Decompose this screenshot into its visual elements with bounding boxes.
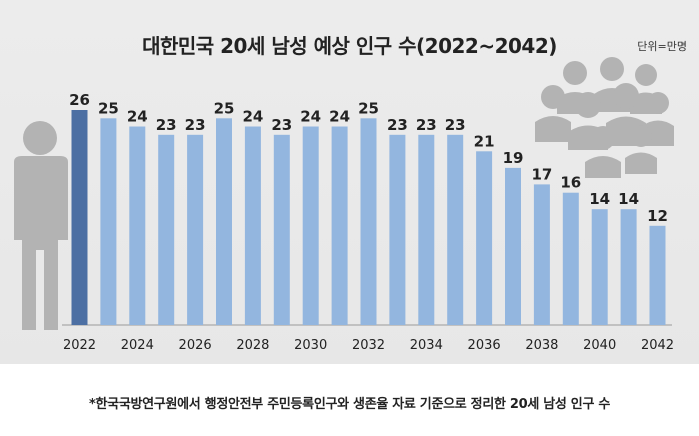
value-label-2038: 17 xyxy=(531,165,552,183)
footnote: *한국국방연구원에서 행정안전부 주민등록인구와 생존율 자료 기준으로 정리한… xyxy=(89,397,610,412)
value-label-2028: 24 xyxy=(242,108,263,126)
bar-2023 xyxy=(100,118,117,325)
bar-2041 xyxy=(620,209,637,325)
figures-layer xyxy=(14,57,674,330)
value-label-2042: 12 xyxy=(647,207,668,225)
x-tick-2022: 2022 xyxy=(63,338,96,353)
single-person-icon xyxy=(14,121,68,330)
bar-2035 xyxy=(447,134,464,325)
value-label-2040: 14 xyxy=(589,190,610,208)
value-label-2027: 25 xyxy=(214,99,235,117)
x-tick-2026: 2026 xyxy=(179,338,212,353)
unit-label: 단위=만명 xyxy=(637,40,687,53)
x-tick-2038: 2038 xyxy=(525,338,558,353)
x-tick-2034: 2034 xyxy=(410,338,443,353)
bar-2042 xyxy=(649,225,666,325)
value-label-2039: 16 xyxy=(560,174,581,192)
value-label-2024: 24 xyxy=(127,108,148,126)
bar-chart: 26 25 24 23 23 25 24 23 24 24 25 23 23 23 21 19 17 16 14 14… xyxy=(62,91,672,326)
bar-2022 xyxy=(71,110,88,325)
value-label-2025: 23 xyxy=(156,116,177,134)
x-tick-2036: 2036 xyxy=(468,338,501,353)
crowd-icon xyxy=(535,57,674,178)
bars-group xyxy=(71,110,666,325)
x-tick-labels: 2022 2024 2026 2028 2030 2032 2034 2036 2038 2040… xyxy=(63,338,674,353)
x-tick-2032: 2032 xyxy=(352,338,385,353)
bar-2031 xyxy=(331,126,348,325)
value-label-2034: 23 xyxy=(416,116,437,134)
x-tick-2040: 2040 xyxy=(583,338,616,353)
x-tick-2024: 2024 xyxy=(121,338,154,353)
value-label-2033: 23 xyxy=(387,116,408,134)
bar-2037 xyxy=(505,167,521,325)
value-label-2026: 23 xyxy=(185,116,206,134)
x-tick-2042: 2042 xyxy=(641,338,674,353)
value-labels-group: 26 25 24 23 23 25 24 23 24 24 25 23 23 23 21 19 17 16 14 14… xyxy=(69,91,668,225)
x-tick-2028: 2028 xyxy=(236,338,269,353)
x-tick-2030: 2030 xyxy=(294,338,327,353)
bar-2034 xyxy=(418,134,435,325)
bar-2036 xyxy=(476,151,493,325)
bar-2038 xyxy=(533,184,550,325)
value-label-2041: 14 xyxy=(618,190,639,208)
bar-2040 xyxy=(591,209,608,325)
bar-2025 xyxy=(158,134,175,325)
value-label-2036: 21 xyxy=(474,132,495,150)
value-label-2023: 25 xyxy=(98,99,119,117)
bar-2026 xyxy=(187,134,204,325)
value-label-2035: 23 xyxy=(445,116,466,134)
chart-panel xyxy=(0,0,699,364)
value-label-2029: 23 xyxy=(271,116,292,134)
bar-2029 xyxy=(273,134,290,325)
value-label-2031: 24 xyxy=(329,108,350,126)
bar-2027 xyxy=(216,118,232,325)
bar-2033 xyxy=(389,134,406,325)
bar-2032 xyxy=(360,118,377,325)
value-label-2032: 25 xyxy=(358,99,379,117)
chart-title: 대한민국 20세 남성 예상 인구 수(2022~2042) xyxy=(142,34,557,58)
bar-2028 xyxy=(244,126,261,325)
value-label-2022: 26 xyxy=(69,91,90,109)
value-label-2030: 24 xyxy=(300,108,321,126)
bar-2024 xyxy=(129,126,146,325)
bar-2030 xyxy=(302,126,319,325)
bar-2039 xyxy=(562,192,579,325)
value-label-2037: 19 xyxy=(503,149,524,167)
